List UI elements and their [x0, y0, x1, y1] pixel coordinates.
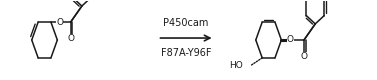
- Text: P450cam: P450cam: [163, 18, 209, 28]
- Text: O: O: [300, 52, 308, 61]
- Text: HO: HO: [229, 61, 242, 70]
- Text: O: O: [287, 36, 294, 44]
- Text: O: O: [56, 18, 63, 27]
- Text: F87A-Y96F: F87A-Y96F: [161, 48, 211, 58]
- Text: O: O: [67, 34, 74, 43]
